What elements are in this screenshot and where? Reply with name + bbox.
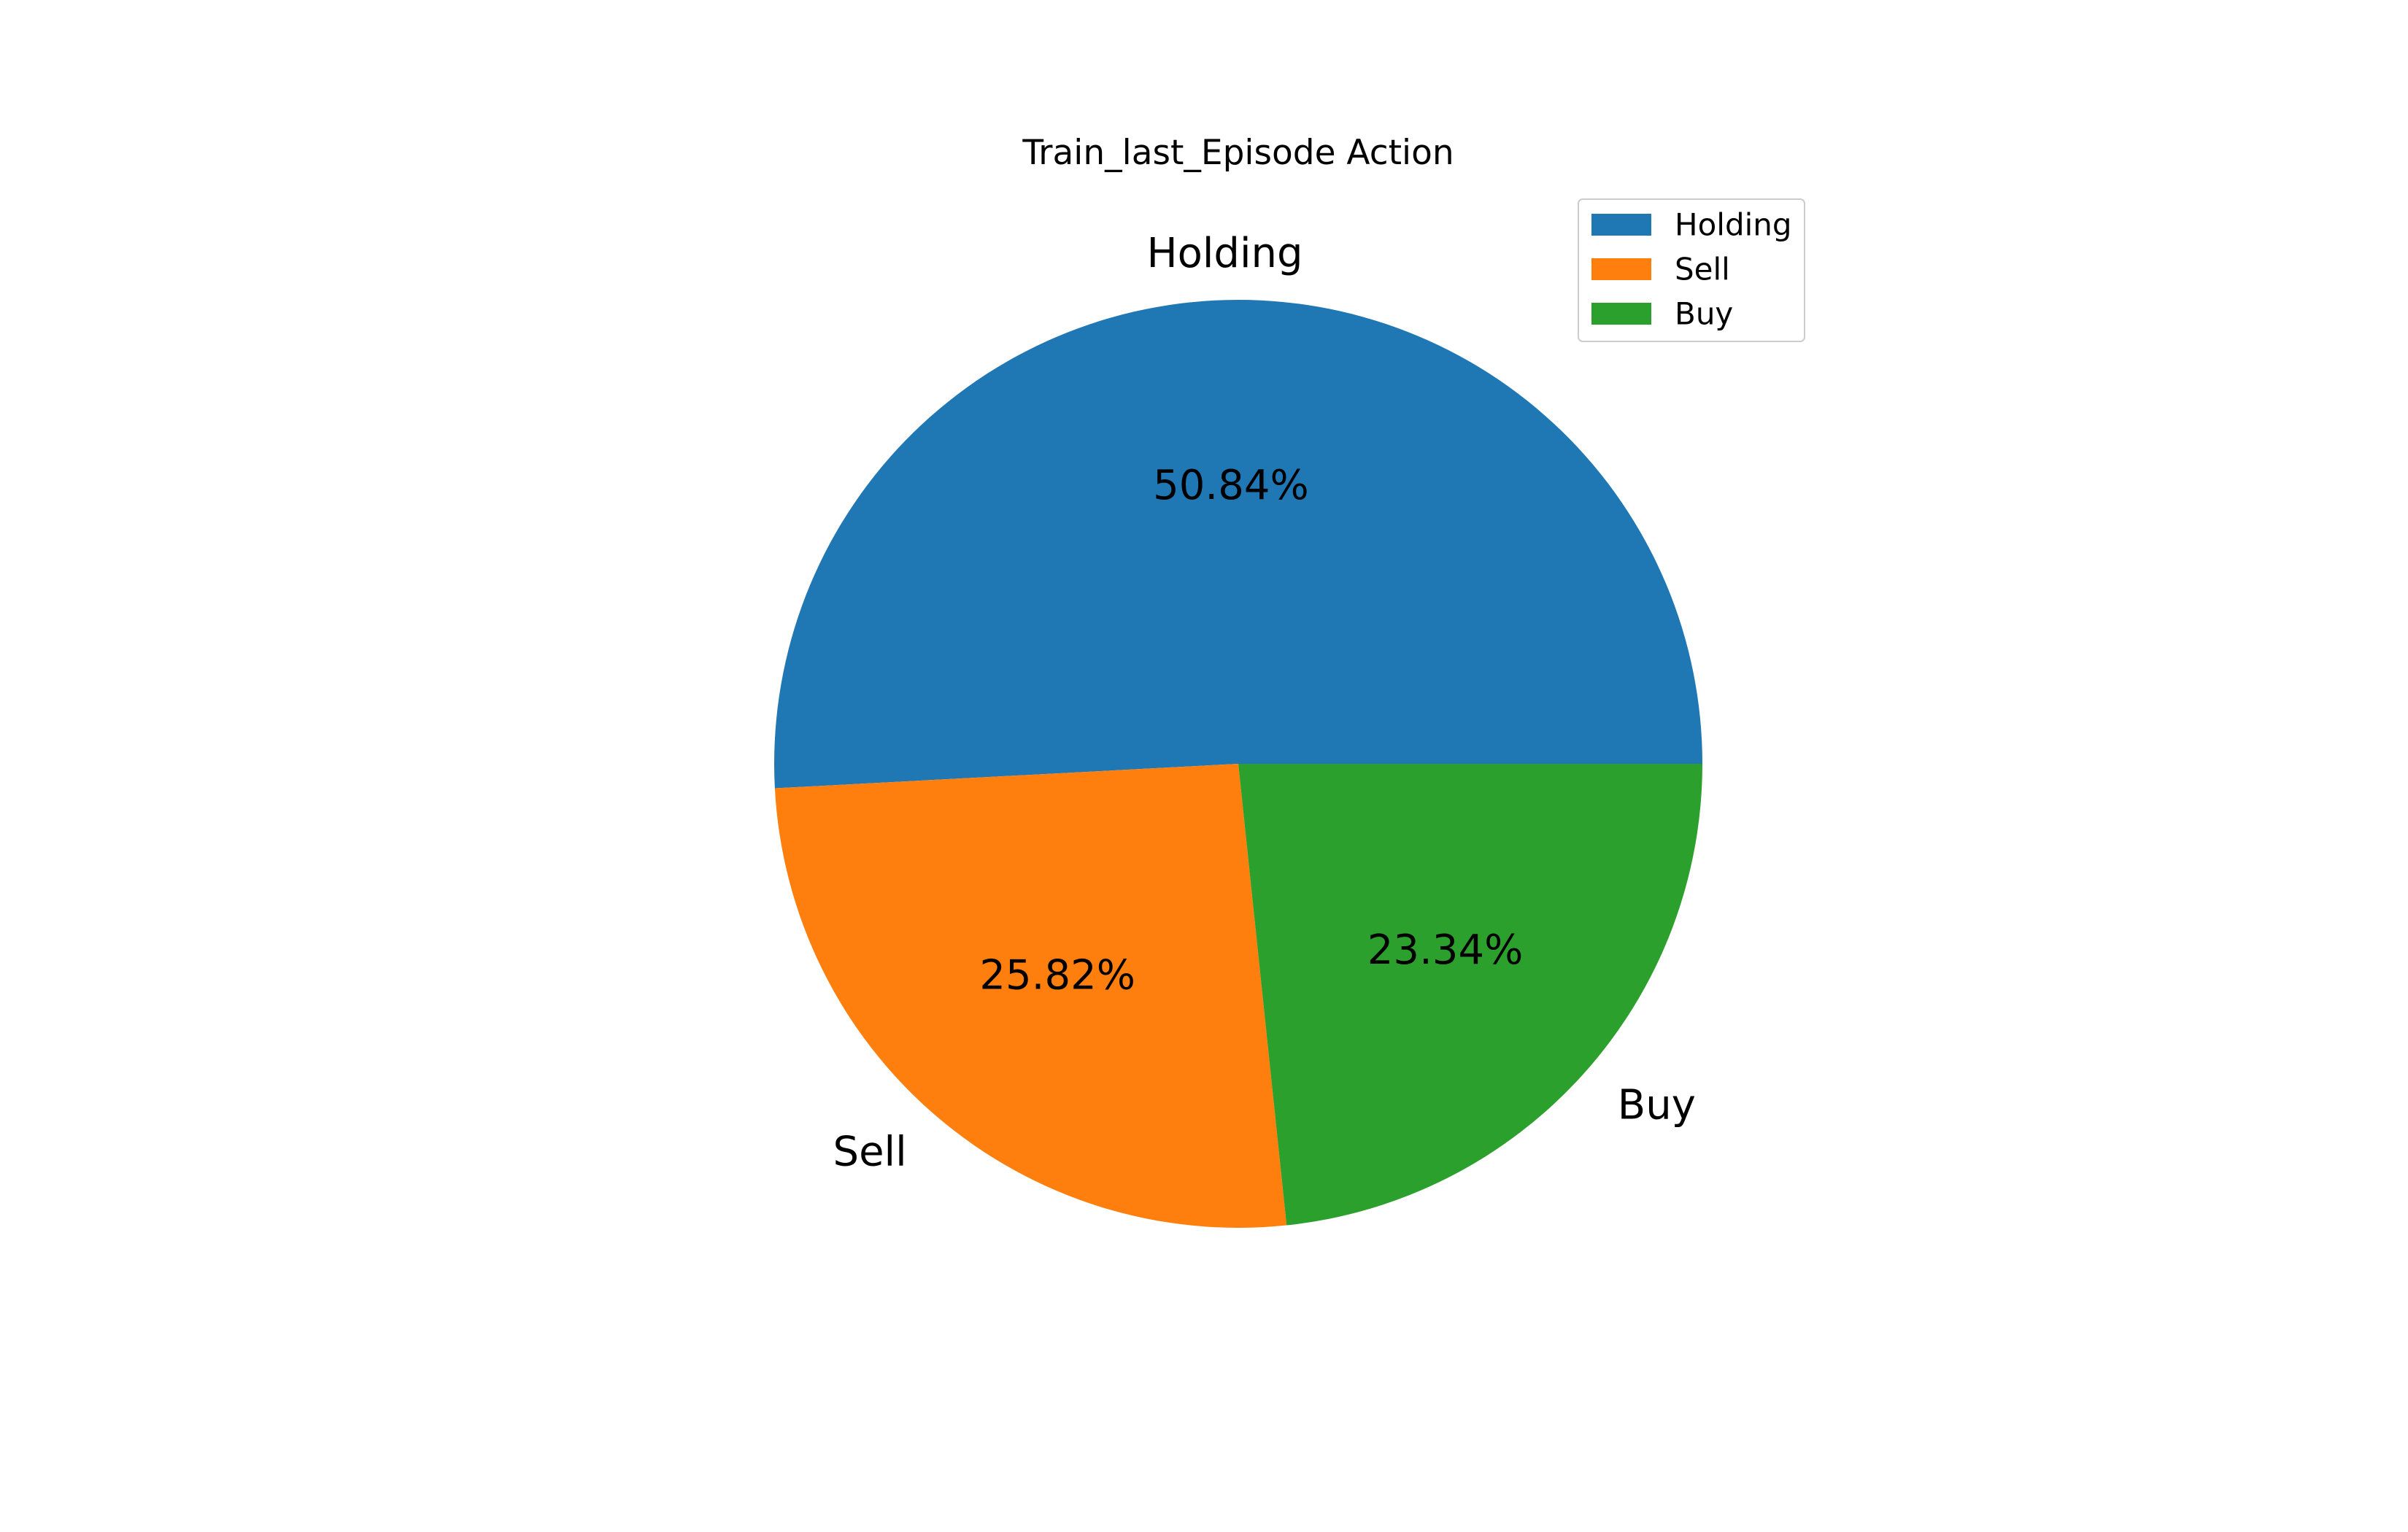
legend-swatch-sell [1591,258,1651,280]
pie-labels: 50.84% Holding 25.82% Sell 23.34% Buy [833,230,1696,1175]
pct-label-holding: 50.84% [1153,462,1309,509]
legend[interactable]: Holding Sell Buy [1578,198,1805,342]
legend-label-buy: Buy [1675,296,1733,332]
pie-slices [774,299,1702,1228]
chart-title: Train_last_Episode Action [1022,133,1454,173]
pie-slice-sell[interactable] [774,764,1287,1228]
pie-slice-holding[interactable] [774,299,1702,789]
slice-label-sell: Sell [833,1128,907,1175]
legend-swatch-holding [1591,214,1651,236]
legend-label-holding: Holding [1675,207,1792,243]
pie-slice-buy[interactable] [1238,764,1702,1226]
pct-label-sell: 25.82% [979,952,1135,999]
slice-label-buy: Buy [1618,1082,1696,1129]
legend-swatch-buy [1591,303,1651,325]
pct-label-buy: 23.34% [1367,926,1524,974]
slice-label-holding: Holding [1147,230,1303,277]
legend-label-sell: Sell [1675,252,1730,287]
